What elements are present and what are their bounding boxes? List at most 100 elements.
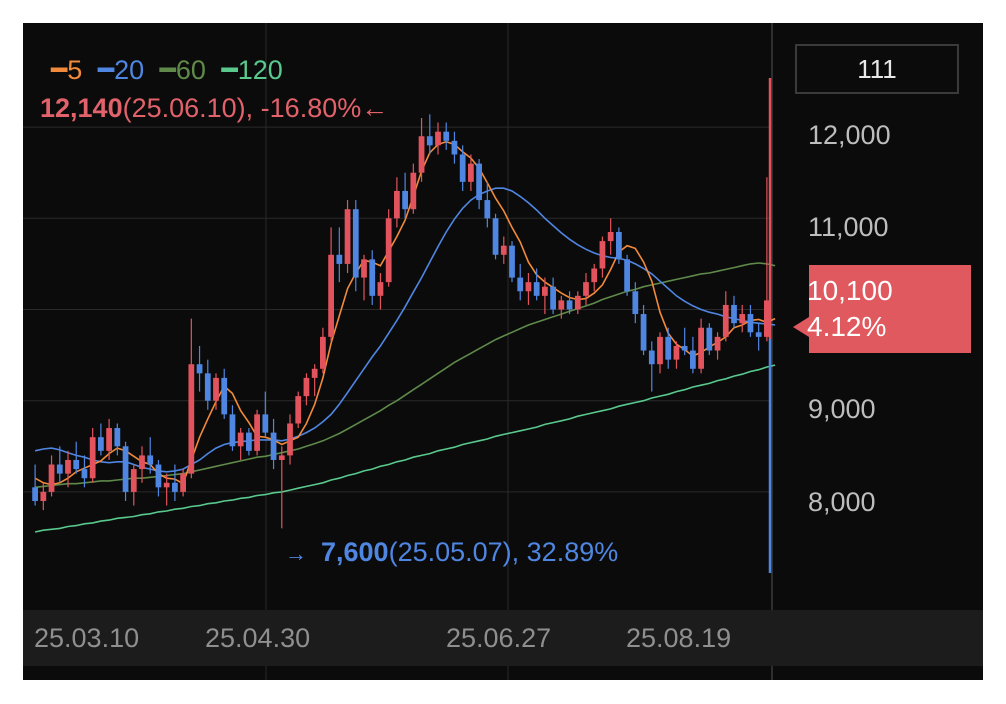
- x-axis-bar: [23, 610, 983, 666]
- ma-5-label: 5: [67, 55, 83, 85]
- candle-body: [246, 432, 252, 451]
- y-axis-tick: 9,000: [808, 394, 876, 424]
- candle-body: [81, 469, 88, 479]
- candle-body: [287, 423, 293, 456]
- candle-body: [673, 345, 680, 360]
- current-price-tag: 10,100 4.12%: [793, 265, 971, 353]
- candle-body: [525, 282, 532, 292]
- candle-body: [369, 259, 376, 296]
- candle-body: [731, 304, 737, 324]
- candle-body: [583, 282, 589, 296]
- ma-20-line: [34, 187, 776, 473]
- candle-body: [657, 336, 663, 365]
- candle-body: [476, 163, 482, 201]
- candle-body: [295, 396, 302, 424]
- candle-body: [180, 473, 186, 492]
- ma-legend-20[interactable]: ━20: [98, 55, 144, 85]
- chart-panel[interactable]: ━5 ━20 ━60 ━120 12,140(25.06.10), -16.80…: [23, 23, 983, 680]
- candle-body: [377, 282, 384, 296]
- x-axis-tick: 25.06.27: [446, 623, 552, 653]
- candle-body: [204, 373, 211, 401]
- candle-body: [509, 245, 515, 278]
- candle-body: [303, 377, 310, 397]
- candlestick-chart[interactable]: [23, 23, 983, 680]
- candle-body: [311, 368, 318, 378]
- candle-body: [65, 459, 71, 474]
- candle-body: [459, 154, 466, 182]
- candle-body: [665, 336, 672, 360]
- candle-body: [418, 136, 425, 173]
- candle-body: [40, 491, 47, 501]
- ma-60-label: 60: [175, 55, 206, 85]
- candle-body: [32, 487, 38, 501]
- candle-body: [739, 314, 746, 324]
- y-axis-tick: 11,000: [808, 212, 889, 242]
- candle-body: [320, 336, 326, 369]
- candle-body: [155, 464, 162, 488]
- candle-body: [566, 300, 573, 310]
- candle-body: [690, 350, 696, 369]
- y-axis-tick: 8,000: [808, 487, 876, 517]
- candle-body: [607, 231, 614, 242]
- current-change-percent: 4.12%: [807, 311, 887, 342]
- candle-body: [517, 277, 524, 292]
- ma-legend-5[interactable]: ━5: [51, 55, 82, 85]
- high-price-value: 12,140: [40, 93, 123, 123]
- candle-body: [542, 286, 548, 296]
- ma-20-label: 20: [114, 55, 145, 85]
- candle-body: [640, 314, 647, 351]
- ma-120-line: [34, 364, 776, 533]
- candle-body: [616, 231, 622, 260]
- candle-body: [755, 332, 762, 337]
- candle-body: [591, 268, 598, 283]
- candle-body: [722, 304, 729, 337]
- candle-body: [98, 437, 104, 451]
- candle-body: [106, 428, 112, 451]
- ma-legend-60[interactable]: ━60: [160, 55, 206, 85]
- candle-body: [213, 377, 219, 401]
- ma-20-marker: ━: [97, 55, 115, 85]
- ma-60-marker: ━: [159, 55, 176, 85]
- left-arrow-icon: ←: [361, 93, 389, 123]
- candle-body: [764, 300, 770, 337]
- candle-body: [492, 218, 499, 255]
- x-axis-tick: 25.03.10: [34, 623, 140, 653]
- candle-body: [130, 469, 137, 492]
- candle-body: [632, 291, 639, 315]
- candle-body: [533, 282, 540, 296]
- x-axis-tick: 25.04.30: [205, 623, 311, 653]
- candle-body: [229, 414, 236, 447]
- ma-legend: ━5 ━20 ━60 ━120: [51, 55, 291, 86]
- candle-body: [410, 172, 417, 210]
- candle-body: [624, 259, 630, 292]
- period-button[interactable]: 111: [795, 44, 959, 94]
- candle-body: [361, 259, 367, 278]
- candle-body: [48, 464, 55, 492]
- candle-body: [270, 432, 277, 460]
- candle-body: [221, 377, 228, 415]
- candle-body: [402, 190, 408, 210]
- candle-body: [328, 254, 334, 337]
- candle-body: [394, 190, 400, 219]
- candle-body: [426, 136, 433, 146]
- low-price-value: 7,600: [321, 537, 389, 567]
- candle-body: [237, 432, 244, 447]
- candle-body: [574, 295, 581, 310]
- candle-body: [196, 364, 203, 374]
- candle-body: [648, 350, 655, 365]
- candle-body: [147, 455, 154, 465]
- current-price: 10,100: [807, 275, 893, 306]
- candle-body: [706, 327, 713, 351]
- x-axis-tick: 25.08.19: [626, 623, 732, 653]
- high-price-annotation: 12,140(25.06.10), -16.80%←: [40, 93, 388, 124]
- candle-body: [139, 455, 145, 470]
- candle-body: [451, 140, 458, 155]
- candle-body: [122, 446, 129, 492]
- candle-body: [550, 286, 556, 310]
- ma-5-marker: ━: [51, 55, 68, 85]
- low-price-annotation: → 7,600(25.05.07), 32.89%: [285, 537, 618, 568]
- ma-legend-120[interactable]: ━120: [221, 55, 282, 85]
- candle-body: [172, 482, 178, 492]
- ma-120-label: 120: [237, 55, 283, 85]
- candle-body: [352, 209, 359, 278]
